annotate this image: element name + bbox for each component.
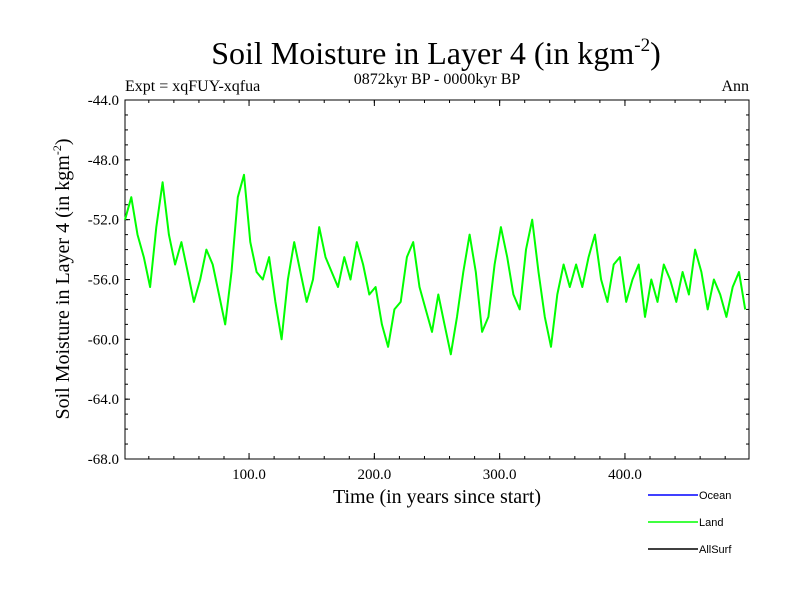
y-axis-label: Soil Moisture in Layer 4 (in kgm-2) bbox=[50, 138, 74, 419]
x-tick-label: 200.0 bbox=[357, 467, 391, 483]
y-tick-label: -64.0 bbox=[88, 392, 119, 408]
y-axis: -44.0 -48.0 -52.0 -56.0 -60.0 -64.0 -68.0 bbox=[88, 93, 749, 468]
x-axis: 100.0 200.0 300.0 400.0 bbox=[148, 100, 726, 483]
y-axis-label-sup: -2 bbox=[50, 145, 64, 155]
series-line-land bbox=[124, 173, 747, 356]
x-tick-label: 400.0 bbox=[608, 467, 642, 483]
chart-title: Soil Moisture in Layer 4 (in kgm-2) bbox=[211, 35, 661, 71]
y-tick-label: -60.0 bbox=[88, 332, 119, 348]
legend-label-ocean: Ocean bbox=[699, 490, 731, 502]
legend-label-allsurf: AllSurf bbox=[699, 544, 732, 556]
expt-label: Expt = xqFUY-xqfua bbox=[125, 78, 260, 95]
chart-title-sup: -2 bbox=[634, 35, 650, 56]
y-tick-label: -56.0 bbox=[88, 273, 119, 289]
x-axis-label: Time (in years since start) bbox=[333, 486, 541, 508]
y-tick-label: -68.0 bbox=[88, 452, 119, 468]
y-axis-label-close: ) bbox=[52, 138, 74, 145]
legend-label-land: Land bbox=[699, 517, 723, 529]
y-tick-label: -52.0 bbox=[88, 213, 119, 229]
y-tick-label: -48.0 bbox=[88, 153, 119, 169]
x-tick-label: 100.0 bbox=[232, 467, 266, 483]
season-label: Ann bbox=[721, 78, 749, 95]
legend: Ocean Land AllSurf bbox=[648, 490, 732, 556]
chart-title-close: ) bbox=[650, 35, 661, 71]
x-tick-label: 300.0 bbox=[483, 467, 517, 483]
series-layer bbox=[124, 173, 747, 356]
y-axis-label-main: Soil Moisture in Layer 4 (in kgm bbox=[52, 155, 74, 420]
plot-frame bbox=[124, 99, 750, 460]
chart-title-main: Soil Moisture in Layer 4 (in kgm bbox=[211, 35, 634, 71]
period-label: 0872kyr BP - 0000kyr BP bbox=[354, 71, 521, 88]
y-tick-label: -44.0 bbox=[88, 93, 119, 109]
